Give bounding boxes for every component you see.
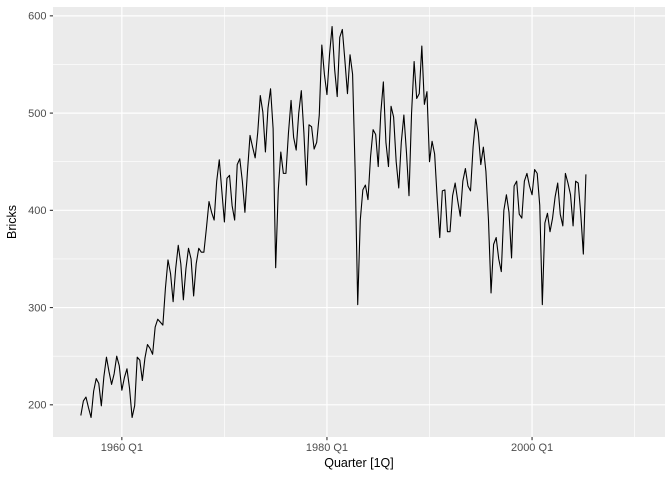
x-axis-title: Quarter [1Q]	[324, 456, 393, 470]
y-tick-label: 500	[28, 108, 46, 120]
y-tick-label: 200	[28, 400, 46, 412]
y-tick-label: 400	[28, 205, 46, 217]
x-tick-label: 2000 Q1	[511, 442, 553, 454]
axis-label-layer: 200 300 400 500 600 1960 Q1 1980 Q1 2000 Q1	[28, 11, 553, 454]
y-axis-title: Bricks	[5, 205, 19, 239]
x-tick-label: 1980 Q1	[306, 442, 348, 454]
axis-tick-layer	[49, 15, 533, 441]
y-tick-label: 600	[28, 11, 46, 23]
x-tick-label: 1960 Q1	[101, 442, 143, 454]
plot-panel-layer	[53, 7, 665, 437]
data-series-line	[80, 26, 587, 418]
y-tick-label: 300	[28, 302, 46, 314]
